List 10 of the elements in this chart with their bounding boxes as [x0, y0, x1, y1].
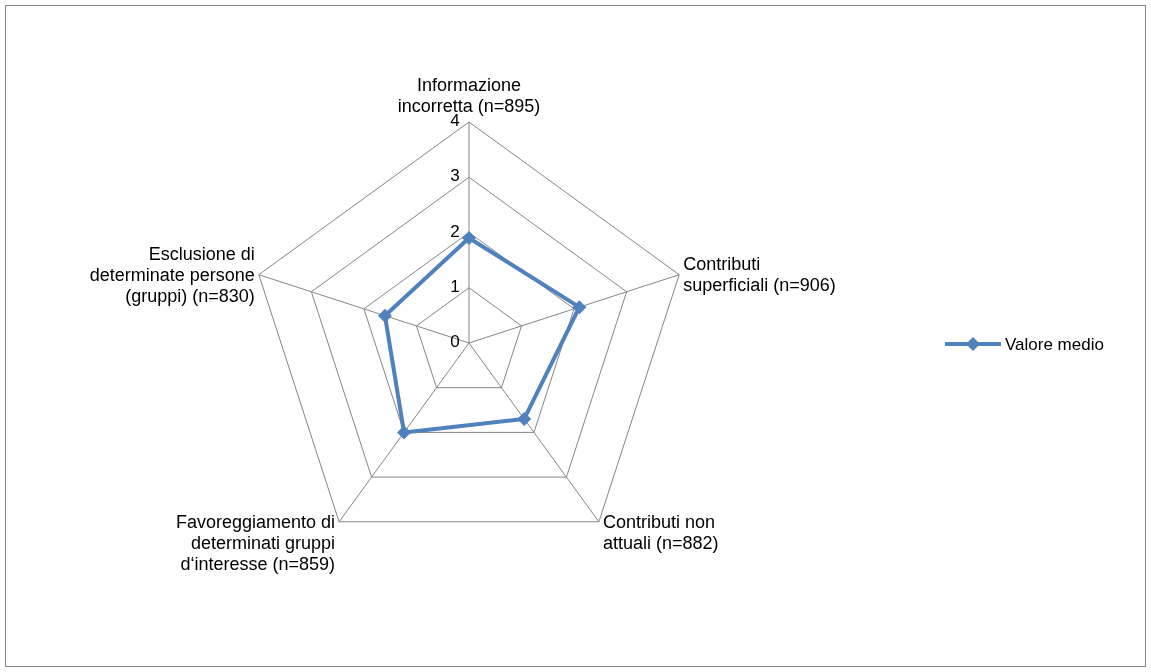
- spoke-label: Contributi superficiali (n=906): [683, 254, 836, 296]
- y-tick-label: 3: [450, 166, 460, 186]
- spoke-label: Esclusione di determinate persone (gruppi) (n=830): [89, 243, 255, 306]
- legend-label: Valore medio: [1005, 335, 1104, 354]
- y-tick-label: 2: [450, 221, 460, 241]
- y-tick-label: 0: [450, 332, 460, 351]
- y-tick-label: 1: [450, 276, 460, 296]
- spoke-label: Contributi non attuali (n=882): [602, 511, 719, 553]
- y-tick-label: 4: [450, 111, 460, 130]
- spoke-label: Favoreggiamento di determinati gruppi d‘interesse (n=859): [176, 511, 336, 574]
